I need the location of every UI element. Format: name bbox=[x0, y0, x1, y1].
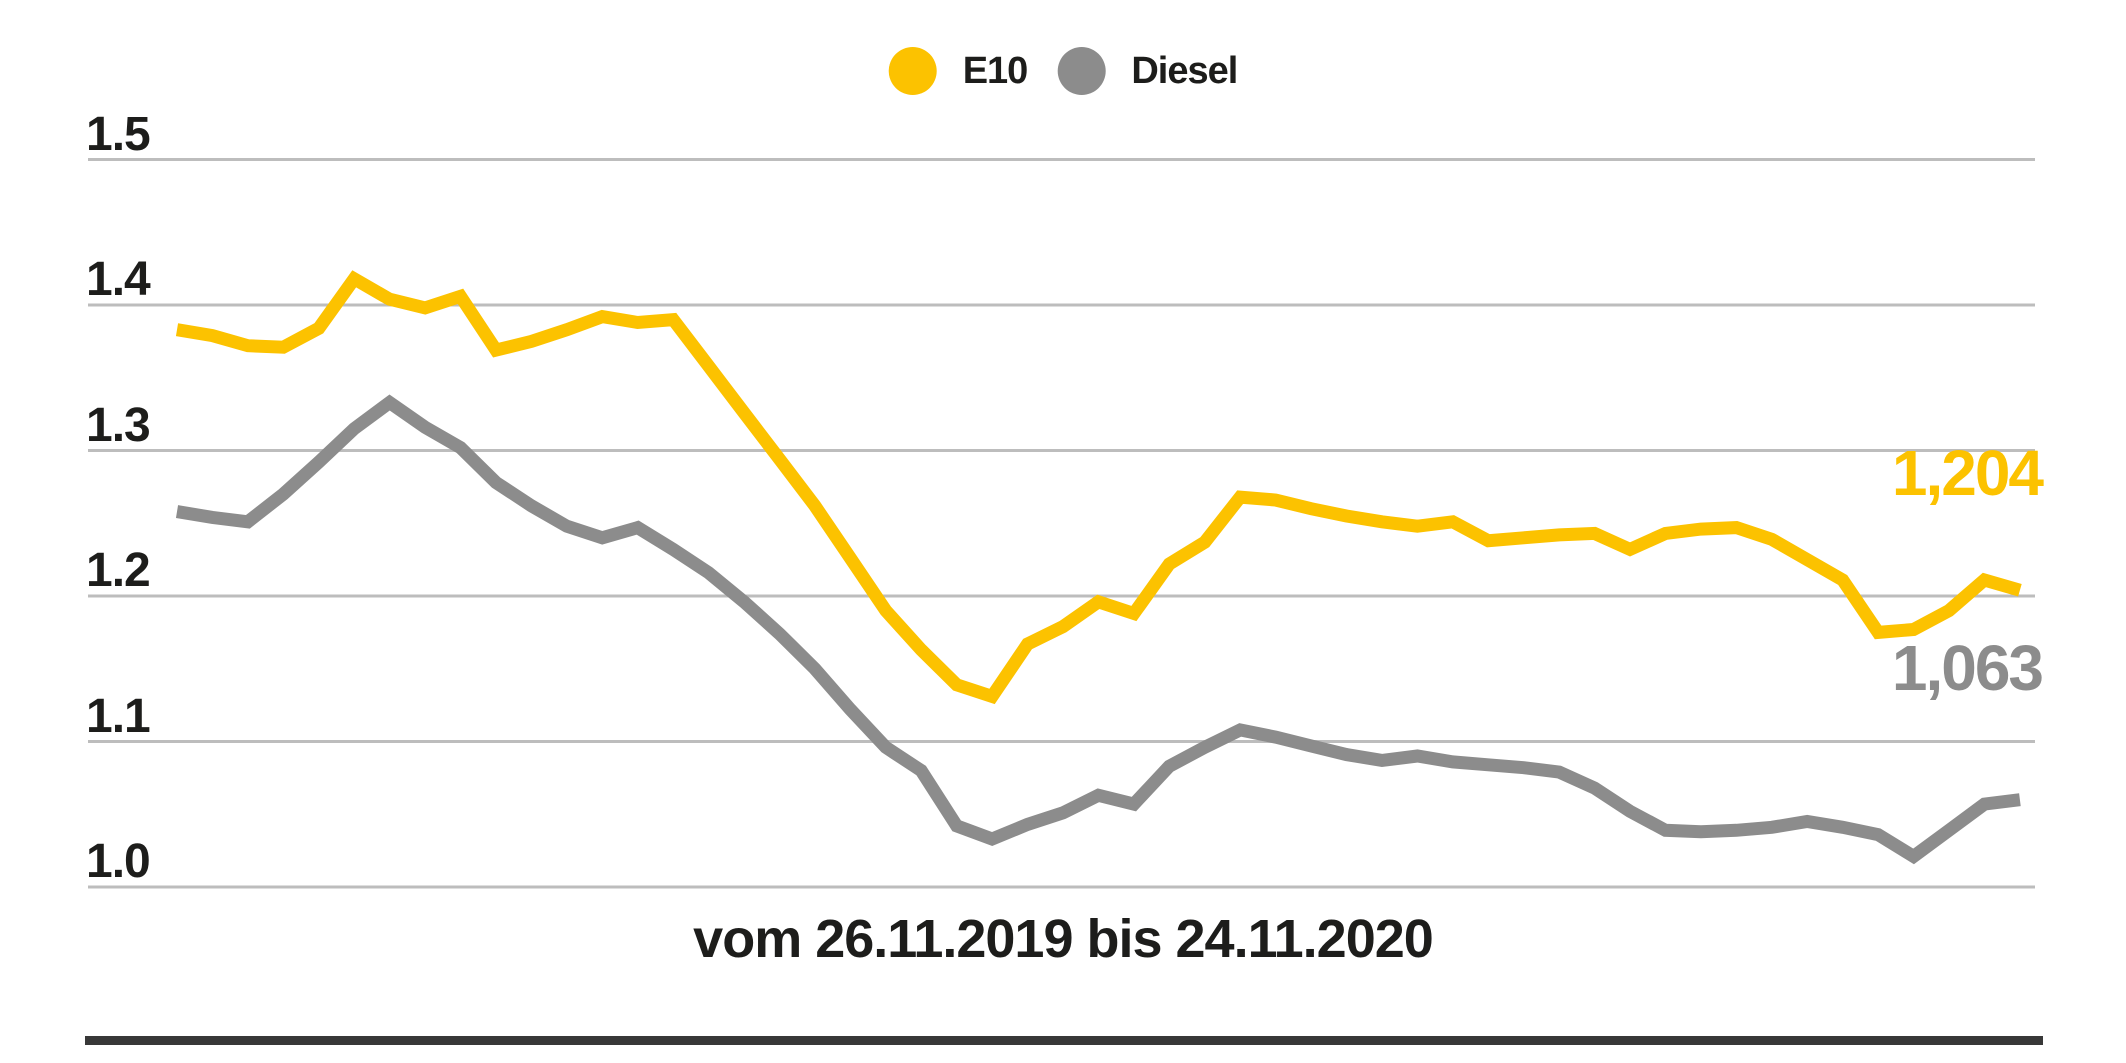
legend: E10 Diesel bbox=[888, 44, 1238, 98]
diesel-dot-icon bbox=[1057, 47, 1106, 95]
y-tick-label: 1.0 bbox=[86, 835, 151, 888]
legend-item-diesel: Diesel bbox=[1057, 47, 1238, 95]
e10-line bbox=[175, 270, 2022, 705]
legend-label-diesel: Diesel bbox=[1131, 50, 1238, 92]
y-tick-label: 1.2 bbox=[86, 544, 151, 597]
e10-dot-icon bbox=[888, 47, 937, 95]
bottom-divider bbox=[85, 1036, 2043, 1045]
legend-item-e10: E10 bbox=[888, 47, 1029, 95]
diesel-value-label: 1,063 bbox=[1891, 632, 2044, 704]
legend-label-e10: E10 bbox=[962, 50, 1029, 92]
y-tick-label: 1.3 bbox=[86, 398, 151, 452]
y-tick-label: 1.5 bbox=[86, 107, 151, 161]
y-tick-label: 1.1 bbox=[86, 689, 151, 743]
y-tick-label: 1.4 bbox=[86, 253, 151, 306]
diesel-line bbox=[175, 394, 2021, 865]
e10-value-label: 1,204 bbox=[1891, 437, 2044, 509]
x-axis-label: vom 26.11.2019 bis 24.11.2020 bbox=[693, 909, 1434, 969]
